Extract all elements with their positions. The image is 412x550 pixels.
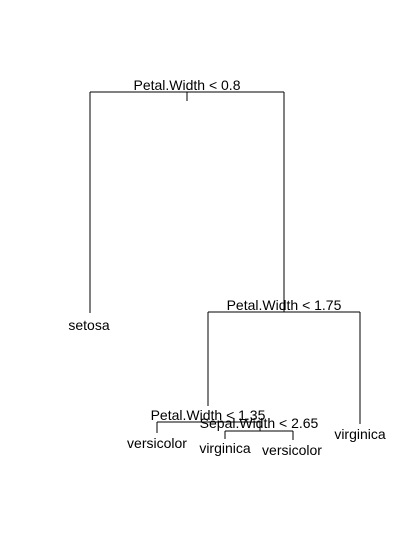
left2-split-label: Petal.Width < 1.35 (151, 407, 266, 423)
root-split-label: Petal.Width < 0.8 (133, 77, 240, 93)
leaf-virginica-right-label: virginica (334, 426, 386, 442)
right3-split-label: Sepal.Width < 2.65 (200, 415, 319, 431)
leaf-virginica-middle-label: virginica (199, 440, 251, 456)
leaf-versicolor-left-label: versicolor (127, 435, 187, 451)
right1-split-label: Petal.Width < 1.75 (227, 297, 342, 313)
leaf-versicolor-right-label: versicolor (262, 442, 322, 458)
leaf-setosa-label: setosa (68, 317, 109, 333)
